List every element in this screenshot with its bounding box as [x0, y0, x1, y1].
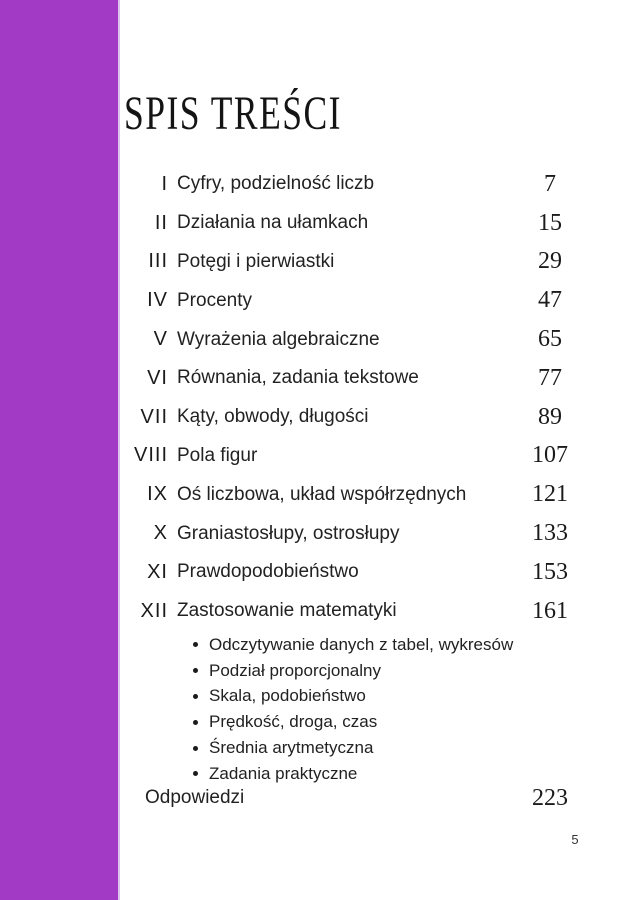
toc-entry-page: 161 [532, 597, 568, 624]
subtopic-label: Skala, podobieństwo [209, 686, 366, 706]
answers-page: 223 [532, 784, 568, 811]
toc-entry-label: Równania, zadania tekstowe [177, 367, 419, 389]
toc-entry-numeral: XI [147, 560, 168, 583]
toc-entry: IX Oś liczbowa, układ współrzędnych 121 [122, 475, 586, 514]
bullet-icon [193, 771, 198, 777]
toc-entry-page: 153 [532, 558, 568, 585]
bullet-icon [193, 668, 198, 674]
subtopic-label: Zadania praktyczne [209, 763, 358, 783]
toc-entry-numeral: VI [147, 366, 168, 389]
toc-entry-numeral: V [153, 328, 168, 351]
toc-entry-label: Prawdopodobieństwo [177, 561, 359, 583]
toc-entry-label: Oś liczbowa, układ współrzędnych [177, 483, 467, 505]
toc-entry-page: 15 [538, 209, 562, 236]
toc-entry-numeral: I [161, 172, 168, 195]
toc-entry: X Graniastosłupy, ostrosłupy 133 [122, 514, 586, 553]
toc-entry: XI Prawdopodobieństwo 153 [122, 553, 586, 592]
subtopic-label: Prędkość, droga, czas [209, 712, 378, 732]
toc-list: I Cyfry, podzielność liczb 7 II Działani… [122, 165, 586, 631]
subtopic-label: Średnia arytmetyczna [209, 738, 374, 758]
toc-entry: IV Procenty 47 [122, 281, 586, 320]
subtopic-item: Podział proporcjonalny [193, 658, 573, 684]
toc-entry-numeral: III [148, 250, 168, 273]
toc-entry-numeral: IV [147, 289, 168, 312]
left-accent-bar [0, 0, 120, 900]
toc-entry-label: Działania na ułamkach [177, 212, 369, 234]
bullet-icon [193, 719, 198, 725]
toc-entry-numeral: IX [147, 483, 168, 506]
bullet-icon [193, 745, 198, 751]
toc-entry: XII Zastosowanie matematyki 161 [122, 592, 586, 631]
toc-entry: VIII Pola figur 107 [122, 437, 586, 476]
footer-page-number: 5 [571, 832, 579, 847]
toc-entry-page: 89 [538, 403, 562, 430]
toc-entry-page: 121 [532, 481, 568, 508]
toc-entry-numeral: X [153, 522, 168, 545]
toc-entry-page: 65 [538, 326, 562, 353]
toc-entry-numeral: XII [140, 599, 168, 622]
page-title: SPIS TREŚCI [124, 87, 342, 141]
subtopic-item: Prędkość, droga, czas [193, 709, 573, 735]
toc-entry-label: Graniastosłupy, ostrosłupy [177, 522, 400, 544]
toc-entry-numeral: II [154, 211, 168, 234]
toc-entry-page: 7 [544, 170, 556, 197]
toc-entry: V Wyrażenia algebraiczne 65 [122, 320, 586, 359]
toc-entry: III Potęgi i pierwiastki 29 [122, 243, 586, 282]
toc-entry: I Cyfry, podzielność liczb 7 [122, 165, 586, 204]
subtopic-list: Odczytywanie danych z tabel, wykresów Po… [193, 632, 573, 787]
toc-entry: VI Równania, zadania tekstowe 77 [122, 359, 586, 398]
toc-entry-numeral: VII [140, 405, 168, 428]
toc-entry-label: Procenty [177, 289, 252, 311]
subtopic-item: Średnia arytmetyczna [193, 735, 573, 761]
subtopic-item: Zadania praktyczne [193, 761, 573, 787]
subtopic-label: Odczytywanie danych z tabel, wykresów [209, 634, 514, 654]
toc-entry-page: 29 [538, 248, 562, 275]
toc-entry: II Działania na ułamkach 15 [122, 204, 586, 243]
subtopic-label: Podział proporcjonalny [209, 660, 381, 680]
answers-row: Odpowiedzi 223 [145, 783, 586, 813]
bullet-icon [193, 693, 198, 699]
toc-entry-label: Kąty, obwody, długości [177, 406, 369, 428]
toc-entry-label: Wyrażenia algebraiczne [177, 328, 380, 350]
toc-entry: VII Kąty, obwody, długości 89 [122, 398, 586, 437]
bullet-icon [193, 642, 198, 648]
toc-entry-label: Potęgi i pierwiastki [177, 250, 335, 272]
toc-entry-page: 107 [532, 442, 568, 469]
toc-entry-label: Pola figur [177, 444, 258, 466]
toc-entry-page: 47 [538, 287, 562, 314]
toc-entry-page: 77 [538, 364, 562, 391]
toc-entry-label: Cyfry, podzielność liczb [177, 173, 375, 195]
answers-label: Odpowiedzi [145, 787, 245, 808]
toc-entry-label: Zastosowanie matematyki [177, 600, 397, 622]
subtopic-item: Skala, podobieństwo [193, 684, 573, 710]
subtopic-item: Odczytywanie danych z tabel, wykresów [193, 632, 573, 658]
toc-entry-page: 133 [532, 520, 568, 547]
toc-entry-numeral: VIII [133, 444, 168, 467]
